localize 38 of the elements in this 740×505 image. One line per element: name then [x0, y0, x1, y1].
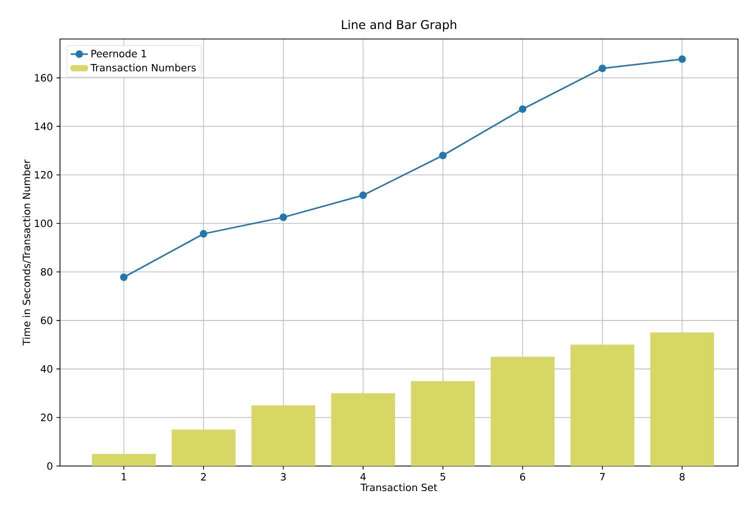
bar: [650, 332, 714, 466]
bar: [570, 344, 634, 466]
x-tick-label: 8: [680, 473, 685, 481]
y-tick-label: 120: [34, 171, 52, 179]
legend-label: Transaction Numbers: [90, 64, 196, 72]
x-tick-label: 3: [280, 473, 286, 481]
chart-title: Line and Bar Graph: [342, 20, 456, 32]
bar: [490, 356, 555, 466]
point: [439, 152, 447, 160]
point: [598, 64, 606, 72]
y-tick-label: 0: [47, 462, 52, 470]
y-tick-label: 40: [40, 365, 52, 373]
x-tick-label: 1: [122, 473, 126, 480]
y-tick-label: 60: [40, 316, 52, 324]
x-axis-title: Transaction Set: [360, 483, 438, 492]
y-tick-label: 80: [40, 268, 52, 276]
x-tick-label: 5: [440, 473, 446, 480]
point: [678, 55, 686, 63]
y-tick-label: 100: [34, 220, 52, 228]
x-tick-label: 7: [600, 473, 605, 480]
bar: [410, 381, 475, 466]
legend-label: Peernode 1: [92, 50, 146, 58]
y-axis-title: Time in Seconds/Transaction Number: [22, 160, 32, 346]
x-tick-label: 6: [520, 473, 526, 481]
bar: [331, 393, 396, 466]
y-tick-label: 140: [34, 122, 52, 130]
bar: [172, 430, 236, 466]
point: [120, 273, 128, 281]
point: [280, 214, 288, 222]
y-tick-label: 160: [34, 74, 52, 82]
x-tick-label: 4: [360, 473, 366, 480]
point: [359, 191, 367, 199]
y-tick-label: 20: [40, 414, 52, 422]
x-tick-label: 2: [201, 473, 206, 480]
bar: [251, 405, 316, 466]
bar: [92, 454, 156, 466]
point: [518, 105, 526, 113]
point: [200, 230, 208, 238]
